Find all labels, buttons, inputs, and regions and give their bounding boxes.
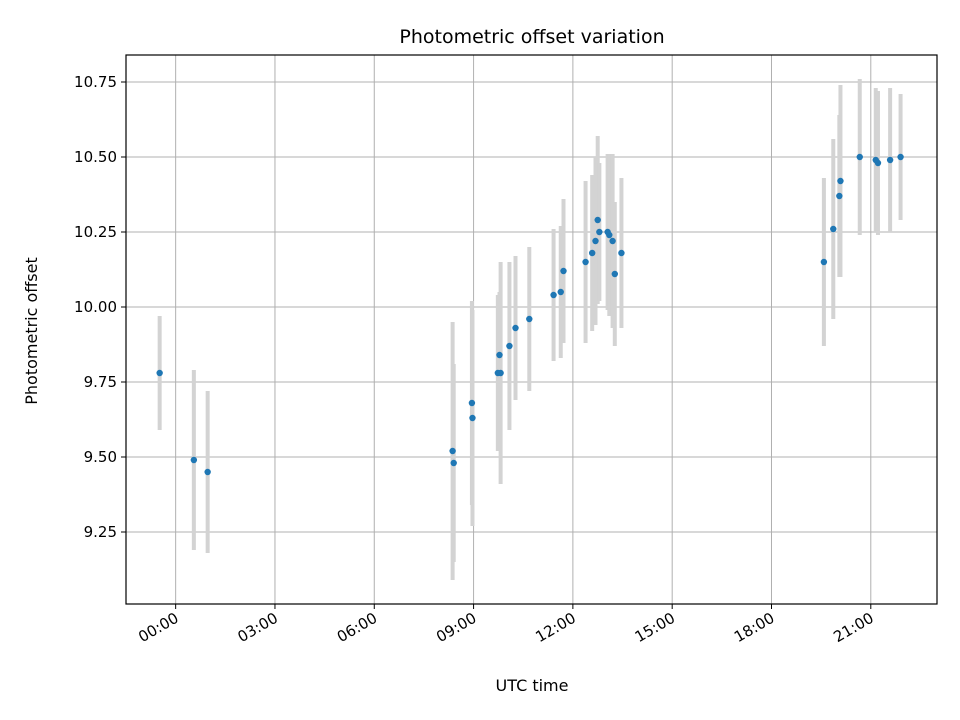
y-axis-title: Photometric offset (22, 257, 41, 405)
data-point (450, 459, 457, 467)
data-point (468, 399, 476, 407)
data-point (897, 153, 904, 161)
data-point (469, 414, 476, 422)
data-point (588, 249, 596, 257)
data-point (886, 156, 894, 164)
data-point (874, 159, 882, 167)
y-tick-label: 10.50 (74, 148, 117, 166)
data-points (156, 153, 904, 476)
x-axis-title: UTC time (496, 676, 569, 695)
data-point (609, 237, 616, 245)
data-point (594, 216, 601, 224)
data-point (592, 237, 599, 245)
data-point (830, 225, 837, 233)
data-point (190, 456, 198, 464)
y-tick-label: 10.75 (74, 73, 117, 91)
data-point (204, 468, 211, 476)
data-point (611, 270, 619, 278)
data-point (820, 258, 828, 266)
data-point (856, 153, 863, 161)
y-tick-label: 9.25 (84, 523, 117, 541)
data-point (526, 315, 533, 323)
data-point (560, 267, 567, 275)
y-tick-label: 10.00 (74, 298, 117, 316)
data-point (582, 258, 589, 266)
data-point (449, 447, 456, 455)
data-point (606, 231, 613, 239)
y-tick-label: 10.25 (74, 223, 117, 241)
y-tick-label: 9.75 (84, 373, 117, 391)
data-point (557, 288, 564, 296)
chart-title: Photometric offset variation (399, 26, 664, 48)
grid (126, 55, 937, 604)
data-point (596, 228, 603, 236)
data-point (506, 342, 513, 350)
data-point (156, 369, 163, 377)
plot-area-frame (125, 54, 938, 605)
data-point (512, 324, 519, 332)
data-point (836, 192, 843, 200)
data-point (618, 249, 625, 257)
y-tick-label: 9.50 (84, 448, 117, 466)
data-point (550, 291, 557, 299)
data-point (496, 351, 503, 359)
data-point (497, 369, 504, 377)
data-point (837, 177, 844, 185)
